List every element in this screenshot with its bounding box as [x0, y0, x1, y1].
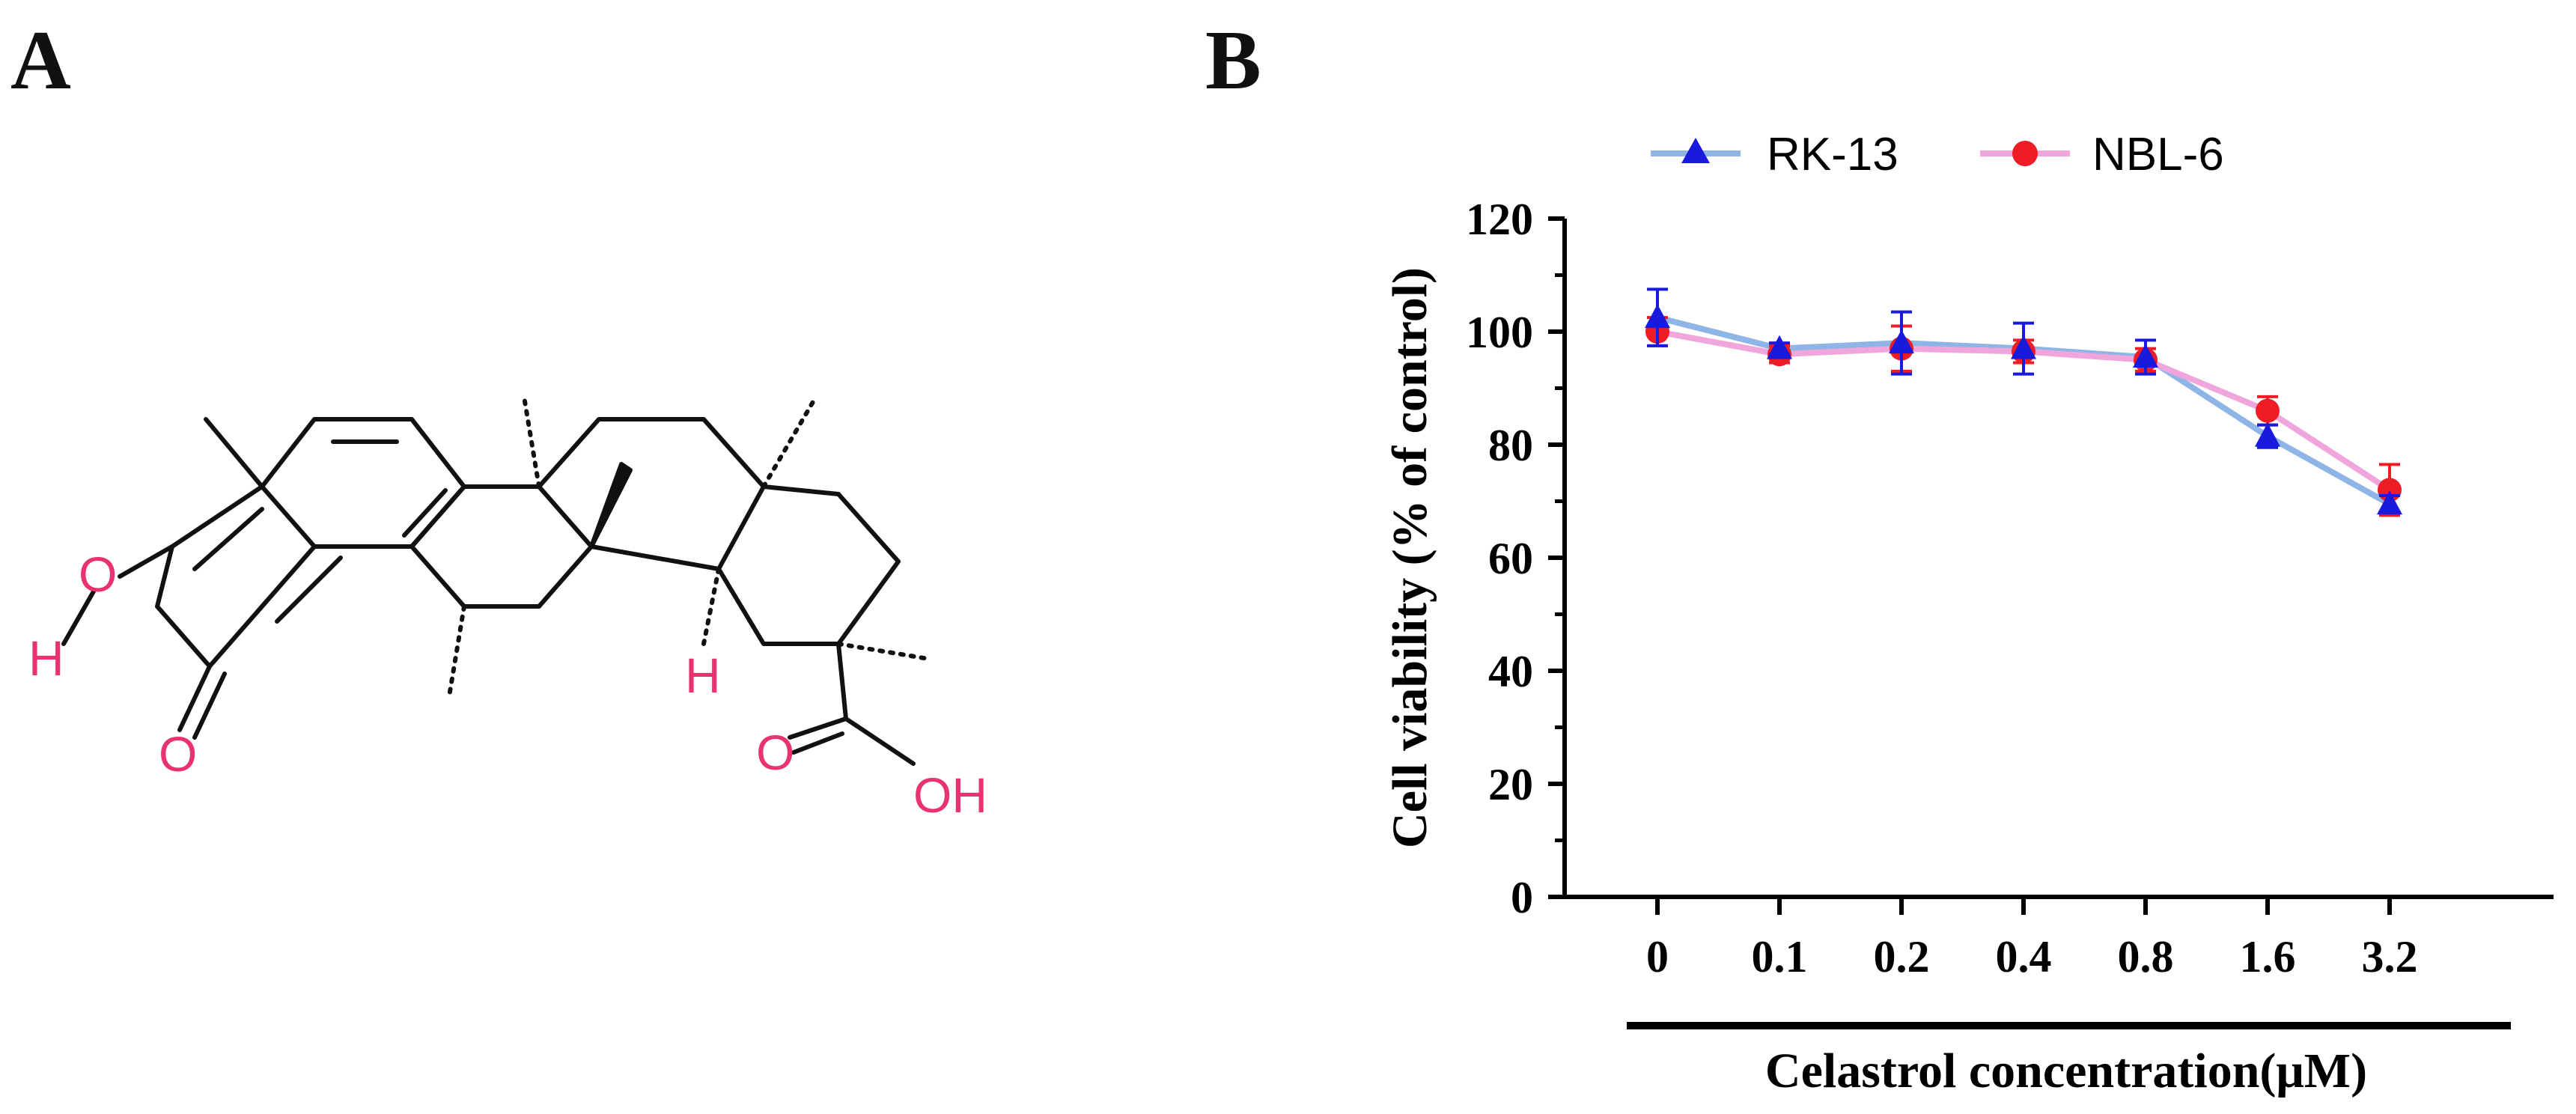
hydroxyl-bond — [61, 589, 96, 646]
legend-label-rk13: RK-13 — [1767, 129, 1898, 180]
acid-bond — [791, 731, 844, 755]
legend: RK-13 NBL-6 — [1651, 129, 2224, 180]
ring-bond — [409, 484, 594, 609]
hashed-bond — [701, 567, 721, 646]
data-point-triangle — [2377, 490, 2402, 515]
y-tick-label: 120 — [1466, 195, 1533, 244]
methyl-bond — [204, 417, 264, 489]
ring-bond — [716, 484, 901, 646]
x-tick-label: 0.1 — [1752, 932, 1808, 981]
legend-marker-triangle — [1681, 138, 1710, 163]
legend-item-nbl6: NBL-6 — [1980, 129, 2224, 180]
ketone-bond — [192, 672, 227, 740]
x-tick-label: 0.2 — [1874, 932, 1930, 981]
legend-item-rk13: RK-13 — [1651, 129, 1898, 180]
y-tick-label: 100 — [1466, 308, 1533, 357]
acid-bond — [836, 642, 848, 721]
atom-labels: O H O H O OH — [28, 547, 987, 823]
hashed-bond — [761, 395, 818, 489]
data-point-circle — [2256, 398, 2280, 423]
x-tick-label: 0 — [1646, 932, 1669, 981]
atom-hydroxyl-h: H — [28, 630, 64, 686]
data-point-triangle — [2133, 343, 2158, 368]
x-tick-label: 0.4 — [1996, 932, 2052, 981]
ring-bond — [537, 417, 766, 571]
atom-ketone-o: O — [159, 726, 197, 782]
data-point-triangle — [2011, 335, 2036, 359]
double-bond — [402, 488, 448, 538]
data-point-triangle — [2255, 422, 2280, 447]
hydroxyl-bond — [118, 544, 174, 579]
x-axis-title: Celastrol concentration(μM) — [1765, 1044, 2367, 1098]
y-tick-group: 0 20 40 60 80 100 120 — [1466, 195, 1565, 922]
legend-label-nbl6: NBL-6 — [2092, 129, 2224, 180]
panel-b-label: B — [1205, 14, 1261, 107]
y-tick-label: 40 — [1488, 647, 1533, 696]
data-point-triangle — [1767, 335, 1792, 359]
ring-bond — [155, 484, 317, 669]
legend-marker-circle — [2012, 141, 2038, 166]
y-tick-label: 60 — [1488, 534, 1533, 583]
atom-acid-oh: OH — [913, 767, 987, 823]
x-tick-label: 1.6 — [2240, 932, 2296, 981]
series-markers — [1645, 287, 2402, 517]
double-bond — [192, 507, 264, 571]
atom-acid-o: O — [756, 725, 794, 780]
x-tick-group: 0 0.1 0.2 0.4 0.8 1.6 3.2 — [1646, 897, 2418, 981]
hashed-bond — [836, 642, 931, 661]
acid-bond — [788, 716, 848, 740]
x-tick-label: 3.2 — [2362, 932, 2418, 981]
x-tick-label: 0.8 — [2118, 932, 2174, 981]
atom-ring-h: H — [685, 648, 721, 703]
y-tick-label: 0 — [1511, 873, 1533, 922]
panel-a-label: A — [10, 14, 71, 107]
y-axis-title: Cell viability (% of control) — [1383, 267, 1437, 848]
double-bond — [275, 556, 343, 624]
wedge-bond — [589, 462, 633, 549]
acid-bond — [844, 716, 916, 766]
chemical-structure — [61, 395, 931, 766]
x-axis: 0 0.1 0.2 0.4 0.8 1.6 3.2 Celastrol concentrat… — [1562, 895, 2554, 1098]
plot-area — [1645, 287, 2402, 517]
data-point-triangle — [1889, 329, 1914, 354]
atom-hydroxyl-o: O — [79, 547, 117, 602]
ring-bond — [260, 417, 466, 549]
y-tick-label: 20 — [1488, 760, 1533, 809]
data-point-triangle — [1645, 304, 1670, 329]
y-axis: 0 20 40 60 80 100 120 Cell viability (% of con… — [1383, 195, 1567, 922]
ketone-bond — [177, 664, 212, 732]
hashed-bond — [447, 604, 466, 698]
chart: RK-13 NBL-6 0 20 40 60 80 100 120 Cell viabili… — [1383, 129, 2554, 1098]
y-tick-label: 80 — [1488, 421, 1533, 470]
hashed-bond — [522, 395, 541, 489]
